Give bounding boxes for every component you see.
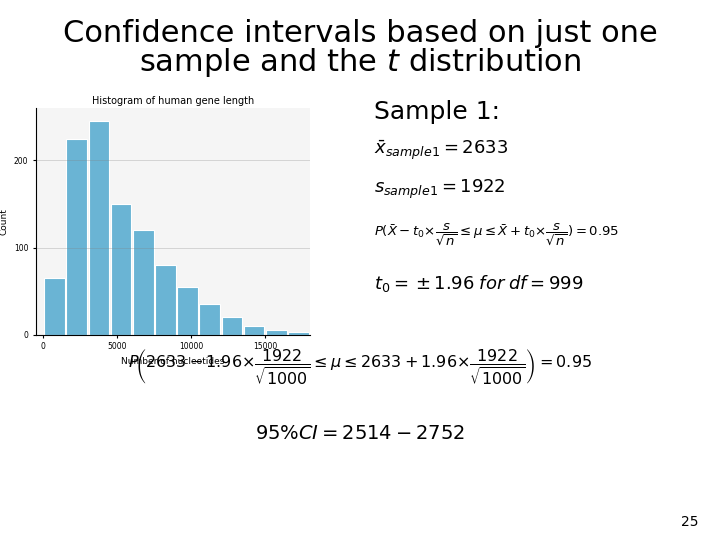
Title: Histogram of human gene length: Histogram of human gene length	[91, 96, 254, 106]
Text: $95\%CI = 2514 - 2752$: $95\%CI = 2514 - 2752$	[255, 424, 465, 443]
Bar	[66, 139, 87, 335]
Text: $\bar{x}_{sample1} = 2633$: $\bar{x}_{sample1} = 2633$	[374, 138, 508, 161]
Bar	[133, 230, 153, 335]
Bar	[155, 265, 176, 335]
Text: 25: 25	[681, 515, 698, 529]
Text: $t_0 = \pm 1.96 \; \mathit{for} \; df = 999$: $t_0 = \pm 1.96 \; \mathit{for} \; df = …	[374, 273, 584, 294]
Bar	[288, 332, 309, 335]
Bar	[244, 326, 264, 335]
X-axis label: Number of nucleotides: Number of nucleotides	[121, 357, 225, 366]
Text: sample and the $t$ distribution: sample and the $t$ distribution	[139, 46, 581, 79]
Text: Confidence intervals based on just one: Confidence intervals based on just one	[63, 19, 657, 48]
Text: $s_{sample1} = 1922$: $s_{sample1} = 1922$	[374, 178, 506, 201]
Text: Sample 1:: Sample 1:	[374, 100, 500, 124]
Y-axis label: Count: Count	[0, 208, 9, 235]
Bar	[199, 304, 220, 335]
Bar	[89, 121, 109, 335]
Text: $P\!\left(2633 - 1.96{\times}\dfrac{1922}{\sqrt{1000}} \leq \mu \leq 2633 + 1.96: $P\!\left(2633 - 1.96{\times}\dfrac{1922…	[128, 348, 592, 387]
Bar	[266, 330, 287, 335]
Bar	[111, 204, 131, 335]
Bar	[177, 287, 198, 335]
Bar	[44, 278, 65, 335]
Bar	[222, 318, 243, 335]
Text: $P(\bar{X} - t_0{\times}\dfrac{s}{\sqrt{n}} \leq \mu \leq \bar{X} + t_0{\times}\: $P(\bar{X} - t_0{\times}\dfrac{s}{\sqrt{…	[374, 221, 620, 248]
